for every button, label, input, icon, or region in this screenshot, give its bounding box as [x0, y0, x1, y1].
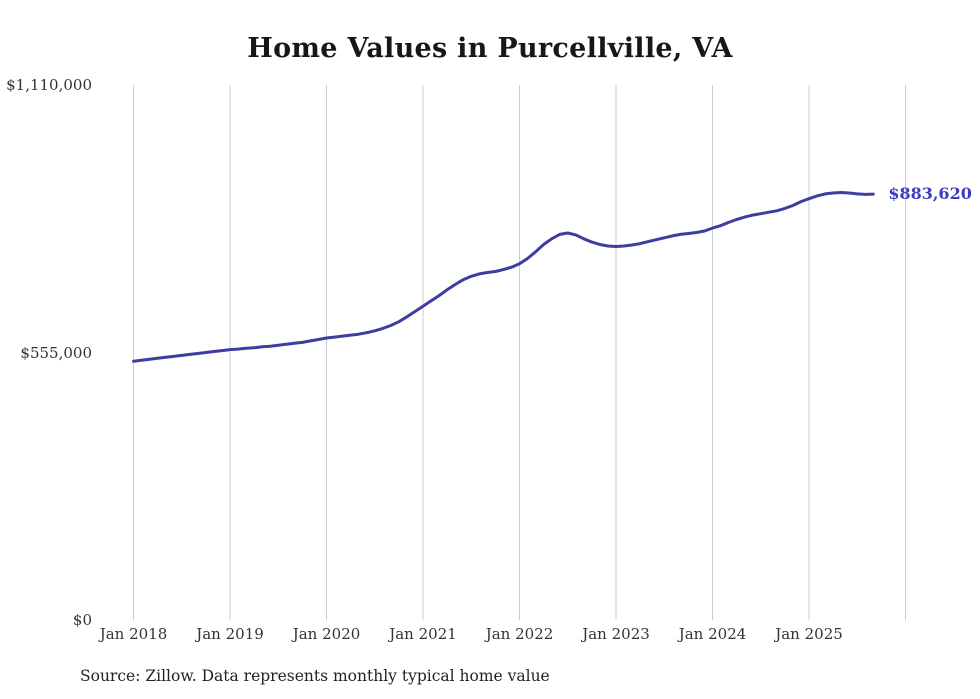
x-axis-label-jan-2024: Jan 2024 [678, 625, 747, 643]
home-value-line [132, 191, 875, 363]
x-axis-label-jan-2019: Jan 2019 [196, 625, 264, 643]
y-axis-label-middle: $555,000 [20, 343, 92, 362]
y-axis-label-zero: $0 [72, 611, 92, 629]
x-axis-label-jan-2020: Jan 2020 [292, 625, 361, 643]
y-axis-label-top: $1,110,000 [6, 76, 92, 94]
x-axis-label-jan-2023: Jan 2023 [582, 625, 650, 643]
x-axis-label-jan-2018: Jan 2018 [99, 625, 168, 643]
gridlines [133, 85, 906, 620]
chart-title: Home Values in Purcellville, VA [247, 33, 733, 64]
x-axis-label-jan-2022: Jan 2022 [485, 625, 554, 643]
current-value-label: $883,620 [888, 184, 972, 204]
x-axis-label-jan-2025: Jan 2025 [775, 625, 843, 643]
source-note: Source: Zillow. Data represents monthly … [80, 667, 550, 685]
x-axis-label-jan-2021: Jan 2021 [389, 625, 457, 643]
